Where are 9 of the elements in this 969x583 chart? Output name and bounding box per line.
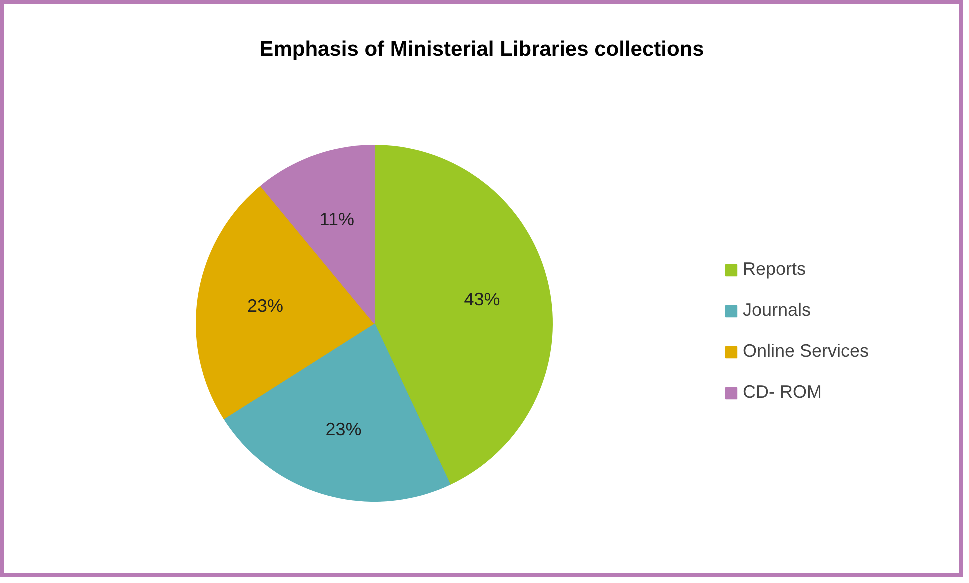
legend-label: Journals bbox=[743, 300, 812, 321]
data-label: 23% bbox=[247, 296, 284, 316]
legend-label: Reports bbox=[743, 259, 806, 280]
data-label: 11% bbox=[320, 210, 354, 230]
chart-title: Emphasis of Ministerial Libraries collections bbox=[260, 38, 704, 61]
legend-label: CD- ROM bbox=[743, 382, 822, 403]
data-label: 23% bbox=[326, 419, 362, 440]
data-label: 43% bbox=[464, 289, 500, 310]
legend-label: Online Services bbox=[743, 341, 870, 362]
